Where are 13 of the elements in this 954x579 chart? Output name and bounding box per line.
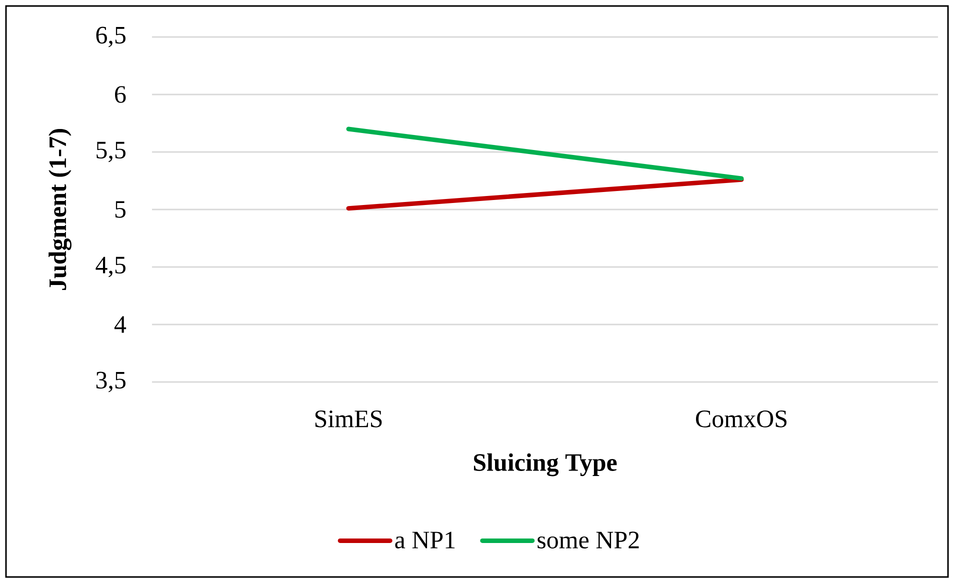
y-tick-label: 3,5 <box>96 372 126 392</box>
y-tick-label: 5 <box>115 201 126 218</box>
x-axis-title: Sluicing Type <box>474 453 617 476</box>
legend-label: a NP1 <box>395 532 455 548</box>
y-tick-label: 6,5 <box>96 26 126 48</box>
y-axis-title: Judgment (1-7) <box>48 129 72 290</box>
y-tick-label: 6 <box>115 86 126 103</box>
y-tick-label: 5,5 <box>96 142 126 162</box>
x-tick-label: ComxOS <box>696 410 786 428</box>
y-tick-label: 4,5 <box>96 256 126 278</box>
x-tick-label: SimES <box>315 410 382 428</box>
legend-label: some NP2 <box>538 532 639 548</box>
y-tick-label: 4 <box>114 316 126 333</box>
